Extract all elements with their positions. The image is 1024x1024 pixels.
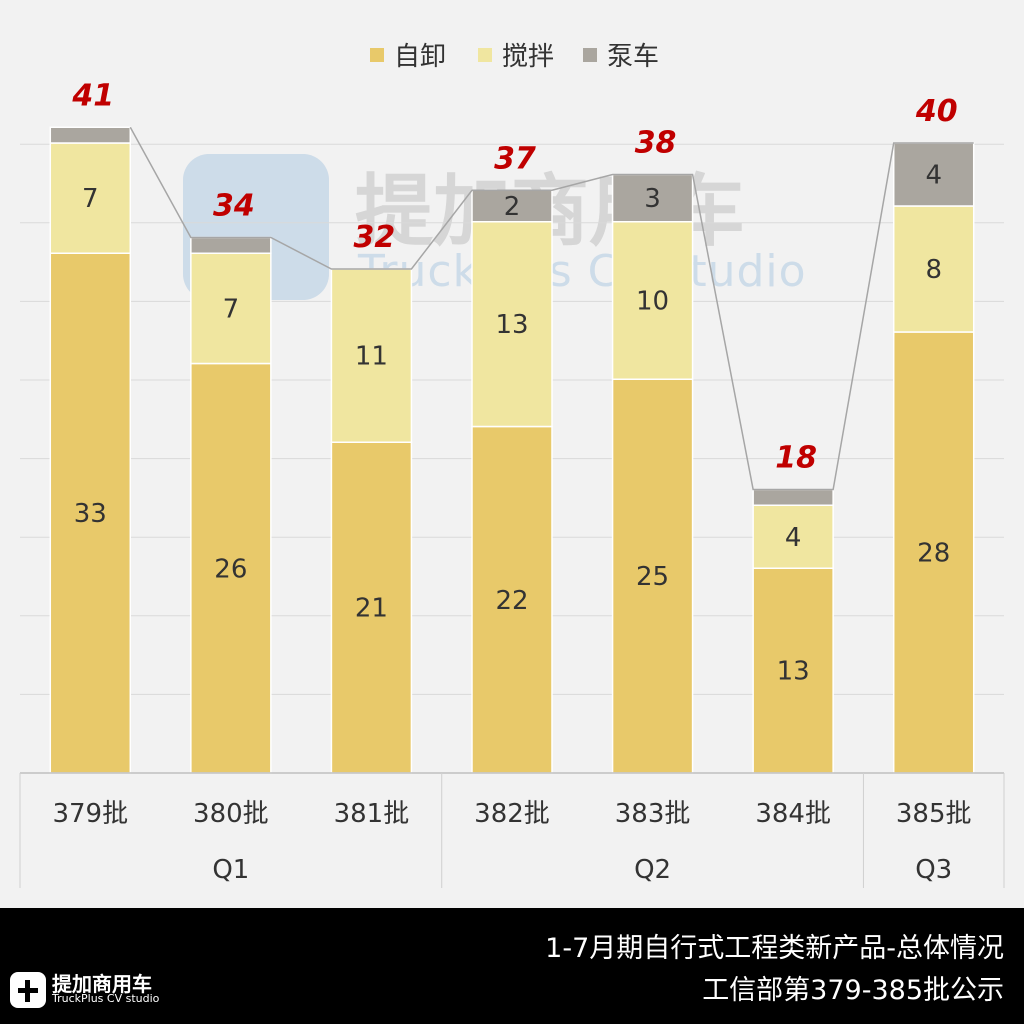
data-label: 25	[636, 562, 669, 592]
x-tick-label: 380批	[193, 799, 269, 829]
x-group-label: Q1	[212, 855, 249, 885]
data-label: 3	[644, 184, 661, 214]
bar-segment	[611, 378, 694, 774]
bar-segment	[471, 221, 553, 428]
total-label: 18	[775, 441, 817, 476]
bar-segment	[190, 252, 272, 365]
watermark-text-en: TruckPlus CV studio	[357, 246, 807, 297]
x-tick-label: 381批	[334, 799, 410, 829]
data-label: 22	[495, 586, 528, 616]
legend-label: 搅拌	[502, 42, 554, 72]
total-label: 41	[71, 78, 114, 113]
footer-subtitle: 工信部第379-385批公示	[702, 975, 1004, 1006]
x-tick-label: 383批	[615, 799, 691, 829]
brand-logo-name: 提加商用车	[52, 972, 152, 996]
data-label: 4	[925, 161, 942, 191]
total-label: 37	[494, 141, 536, 176]
bar-segment	[611, 221, 694, 380]
legend-swatch	[583, 48, 597, 62]
legend-label: 泵车	[607, 42, 659, 72]
data-label: 26	[214, 554, 247, 584]
brand-logo-tagline: TruckPlus CV studio	[52, 992, 160, 1005]
data-label: 11	[355, 342, 388, 372]
data-label: 8	[925, 255, 942, 285]
bar-segment	[49, 126, 132, 144]
bar-segment	[471, 425, 553, 774]
bar-segment	[892, 142, 975, 207]
data-label: 21	[355, 594, 388, 624]
bar-segment	[49, 252, 132, 774]
footer-title: 1-7月期自行式工程类新产品-总体情况	[545, 933, 1004, 964]
data-label: 13	[777, 657, 810, 687]
bar-segment	[49, 142, 132, 254]
brand-logo: 提加商用车 TruckPlus CV studio	[10, 968, 210, 1012]
x-tick-label: 379批	[52, 799, 128, 829]
x-group-label: Q2	[634, 855, 671, 885]
legend-swatch	[370, 48, 384, 62]
x-group-label: Q3	[915, 855, 952, 885]
data-label: 10	[636, 287, 669, 317]
total-label: 40	[915, 94, 958, 129]
bar-segment	[752, 567, 834, 774]
data-label: 7	[82, 184, 99, 214]
data-label: 33	[74, 499, 107, 529]
bar-segment	[752, 504, 834, 569]
bar-segment	[471, 189, 553, 223]
x-tick-label: 385批	[896, 799, 972, 829]
legend-label: 自卸	[394, 42, 446, 72]
data-label: 4	[785, 523, 802, 553]
brand-logo-icon	[10, 972, 46, 1008]
data-label: 13	[495, 310, 528, 340]
legend-swatch	[478, 48, 492, 62]
bar-segment	[190, 236, 272, 254]
bar-segment	[752, 488, 834, 506]
bar-segment	[330, 441, 413, 774]
data-label: 2	[504, 192, 521, 222]
footer-bar: 提加商用车 TruckPlus CV studio 1-7月期自行式工程类新产品…	[0, 908, 1024, 1024]
watermark-text-en: TruckPlus CV studio	[357, 246, 807, 297]
x-tick-label: 382批	[474, 799, 550, 829]
total-label: 34	[213, 189, 255, 224]
data-label: 28	[917, 539, 950, 569]
data-label: 7	[223, 294, 240, 324]
total-label: 38	[635, 126, 677, 161]
bar-segment	[892, 331, 975, 774]
bars-layer: 33 7 26 7 21 11 22 13 2 25 10 3 13 4 28 8 4 41 34 32 37 38 18 4…	[49, 78, 975, 774]
x-axis: 379批 380批 381批 382批 383批 384批 385批 Q1 Q2 Q3	[19, 772, 1005, 888]
total-connector-line	[129, 126, 974, 491]
x-tick-label: 384批	[755, 799, 831, 829]
total-label: 32	[354, 220, 396, 255]
legend: 自卸 搅拌 泵车	[370, 42, 659, 72]
